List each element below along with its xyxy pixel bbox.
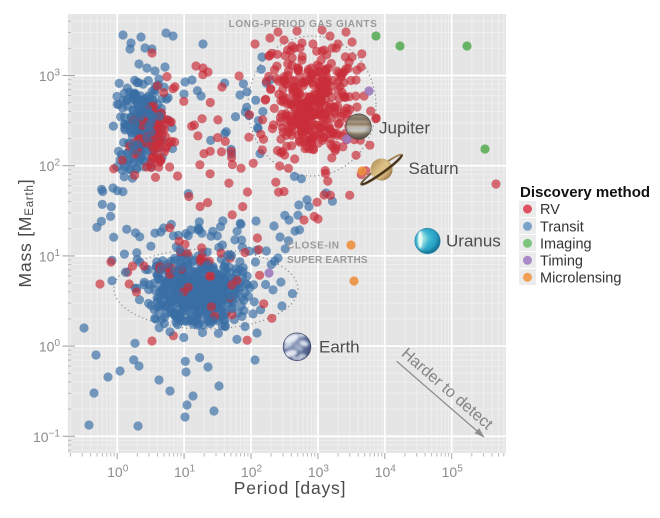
svg-text:Microlensing: Microlensing bbox=[540, 270, 621, 286]
svg-text:Saturn: Saturn bbox=[409, 159, 459, 178]
svg-text:101: 101 bbox=[39, 248, 61, 265]
svg-text:101: 101 bbox=[174, 464, 196, 481]
svg-text:SUPER EARTHS: SUPER EARTHS bbox=[287, 255, 368, 266]
svg-text:104: 104 bbox=[375, 464, 397, 481]
svg-text:102: 102 bbox=[39, 158, 61, 175]
svg-text:100: 100 bbox=[39, 338, 61, 355]
svg-text:Jupiter: Jupiter bbox=[379, 118, 430, 137]
svg-text:Period [days]: Period [days] bbox=[234, 478, 347, 498]
svg-text:Discovery method: Discovery method bbox=[520, 184, 650, 201]
svg-text:Imaging: Imaging bbox=[540, 236, 592, 252]
svg-text:100: 100 bbox=[107, 464, 129, 481]
svg-text:103: 103 bbox=[39, 68, 61, 85]
svg-text:CLOSE-IN: CLOSE-IN bbox=[287, 241, 340, 252]
svg-text:10−1: 10−1 bbox=[33, 428, 60, 445]
svg-text:LONG-PERIOD GAS GIANTS: LONG-PERIOD GAS GIANTS bbox=[229, 19, 378, 30]
svg-text:Timing: Timing bbox=[540, 253, 583, 269]
svg-text:Mass [MEarth]: Mass [MEarth] bbox=[15, 179, 36, 288]
svg-text:RV: RV bbox=[540, 202, 560, 218]
svg-text:105: 105 bbox=[442, 464, 464, 481]
svg-text:Uranus: Uranus bbox=[446, 231, 501, 250]
svg-text:Earth: Earth bbox=[319, 338, 360, 357]
svg-text:Transit: Transit bbox=[540, 219, 584, 235]
